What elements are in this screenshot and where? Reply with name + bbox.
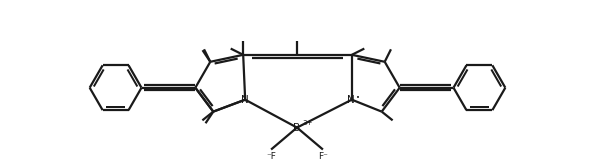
Text: B: B (293, 123, 300, 133)
Text: ⁻F: ⁻F (266, 151, 276, 161)
Text: 3+: 3+ (302, 120, 312, 126)
Text: N: N (347, 95, 355, 105)
Text: N: N (242, 95, 249, 105)
Text: F⁻: F⁻ (318, 151, 328, 161)
Text: •: • (356, 95, 360, 101)
